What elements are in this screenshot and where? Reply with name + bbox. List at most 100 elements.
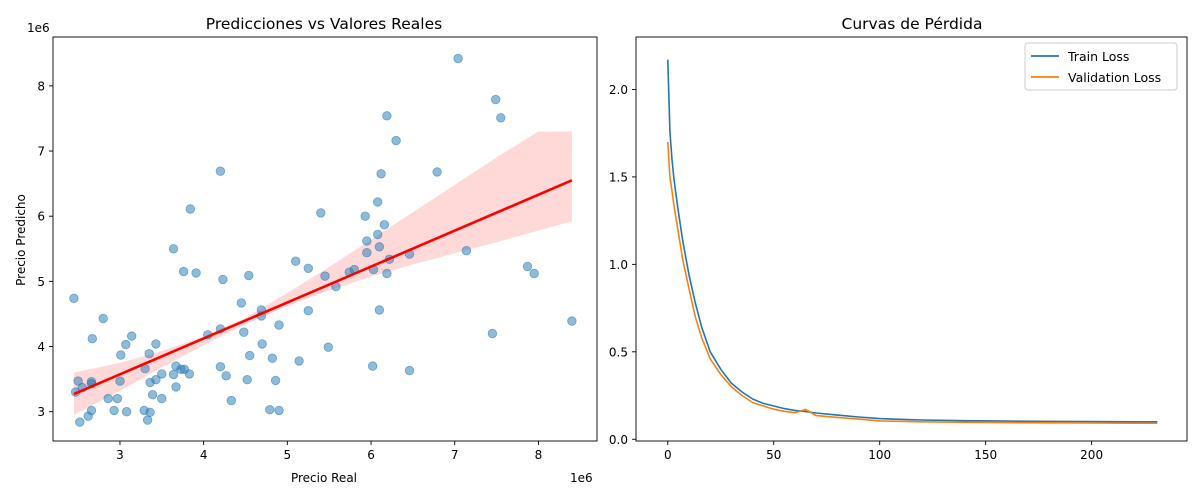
scatter-point (226, 395, 237, 406)
y-tick-label: 6 (37, 210, 45, 224)
scatter-point (382, 268, 392, 279)
scatter-x-offset-label: 1e6 (570, 471, 593, 485)
scatter-point (157, 393, 167, 404)
scatter-point (360, 211, 370, 221)
legend-label-train: Train Loss (1067, 49, 1129, 64)
scatter-point (453, 53, 463, 64)
scatter-point (244, 350, 255, 361)
scatter-x-ticks: 3 4 5 6 7 8 (116, 441, 542, 462)
scatter-point (242, 375, 252, 385)
legend-label-validation: Validation Loss (1068, 70, 1161, 85)
scatter-point (373, 197, 383, 207)
scatter-point (303, 263, 314, 274)
scatter-point (109, 405, 119, 416)
scatter-point (116, 350, 126, 360)
loss-y-ticks: 0.0 0.5 1.0 1.5 2.0 (609, 83, 636, 447)
y-tick-label: 2.0 (609, 83, 628, 97)
scatter-point (142, 415, 153, 425)
scatter-point (291, 256, 301, 266)
scatter-point (185, 204, 196, 214)
scatter-point (73, 376, 83, 386)
x-tick-label: 200 (1080, 448, 1103, 462)
scatter-point (294, 356, 304, 366)
scatter-point (270, 375, 281, 386)
y-tick-label: 8 (37, 79, 45, 93)
y-tick-label: 1.0 (609, 258, 628, 272)
scatter-point (184, 369, 195, 379)
y-tick-label: 1.5 (609, 170, 628, 184)
scatter-point (151, 375, 161, 385)
scatter-point (151, 339, 161, 349)
scatter-point (496, 113, 506, 123)
x-tick-label: 3 (116, 448, 124, 462)
scatter-point (267, 353, 278, 363)
scatter-point (274, 405, 284, 416)
x-tick-label: 8 (535, 448, 543, 462)
y-tick-label: 4 (37, 340, 45, 354)
scatter-point (274, 320, 284, 330)
scatter-point (69, 293, 79, 304)
scatter-point (303, 306, 314, 316)
scatter-y-axis-label: Precio Predicho (14, 194, 28, 286)
scatter-point (379, 219, 390, 230)
y-tick-label: 5 (37, 275, 45, 289)
scatter-point (98, 313, 108, 324)
x-tick-label: 0 (664, 448, 672, 462)
x-tick-label: 150 (974, 448, 997, 462)
scatter-y-offset-label: 1e6 (27, 21, 50, 35)
scatter-point (168, 244, 179, 254)
scatter-point (144, 349, 154, 359)
scatter-chart-title: Predicciones vs Valores Reales (206, 15, 442, 33)
scatter-point (126, 331, 137, 341)
scatter-point (115, 376, 125, 386)
scatter-point (374, 242, 385, 252)
x-tick-label: 4 (200, 448, 208, 462)
loss-plot-frame (635, 36, 1188, 442)
y-tick-label: 0.5 (609, 345, 628, 359)
scatter-point (404, 365, 415, 376)
scatter-point (487, 328, 498, 339)
loss-x-ticks: 0 50 100 150 200 (664, 441, 1103, 462)
x-tick-label: 7 (451, 448, 459, 462)
scatter-point (103, 393, 113, 404)
scatter-point (236, 298, 247, 308)
scatter-point (191, 268, 201, 278)
scatter-point (491, 94, 501, 105)
scatter-x-axis-label: Precio Real (291, 471, 357, 485)
legend-box (1024, 42, 1178, 91)
scatter-point (529, 268, 539, 279)
y-tick-label: 0.0 (609, 433, 628, 447)
scatter-point (215, 362, 226, 372)
scatter-point (316, 208, 326, 218)
scatter-point (215, 166, 226, 176)
scatter-point (374, 305, 385, 315)
y-tick-label: 3 (37, 405, 45, 419)
scatter-point (265, 405, 275, 415)
scatter-point (87, 334, 98, 344)
scatter-chart: Predicciones vs Valores Reales 3 4 5 6 7 8 3 4… (14, 15, 598, 485)
scatter-plot-frame (52, 36, 598, 442)
scatter-point (112, 393, 123, 404)
scatter-point (221, 371, 231, 381)
scatter-point (391, 135, 401, 146)
scatter-point (323, 342, 334, 352)
validation-loss-line (667, 141, 1158, 424)
x-tick-label: 6 (367, 448, 375, 462)
scatter-point (145, 407, 155, 418)
scatter-point (121, 407, 132, 417)
y-tick-label: 7 (37, 145, 45, 159)
scatter-point (368, 361, 378, 371)
scatter-point (147, 390, 158, 400)
x-tick-label: 5 (284, 448, 292, 462)
scatter-point (168, 369, 179, 380)
x-tick-label: 100 (868, 448, 891, 462)
scatter-point (432, 167, 442, 177)
x-tick-label: 50 (766, 448, 781, 462)
regression-line-layer (73, 179, 573, 396)
scatter-points-layer (69, 53, 577, 427)
scatter-point (244, 270, 254, 281)
scatter-point (178, 266, 189, 277)
scatter-point (121, 339, 131, 350)
